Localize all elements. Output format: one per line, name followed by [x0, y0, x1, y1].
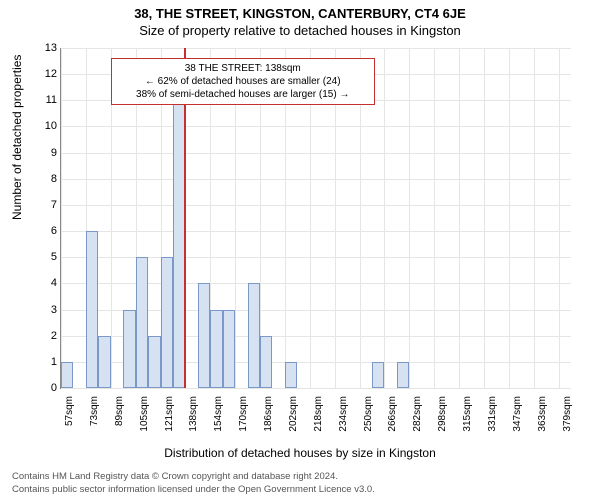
- y-axis-label: Number of detached properties: [10, 55, 24, 220]
- annotation-line: 38 THE STREET: 138sqm: [118, 62, 368, 75]
- histogram-bar: [260, 336, 272, 388]
- footer-attribution: Contains HM Land Registry data © Crown c…: [12, 471, 375, 496]
- histogram-bar: [86, 231, 98, 388]
- histogram-bar: [136, 257, 148, 388]
- x-tick-label: 154sqm: [213, 396, 224, 446]
- y-tick-label: 13: [31, 42, 57, 54]
- histogram-bar: [223, 310, 235, 388]
- y-tick-label: 11: [31, 94, 57, 106]
- gridline-v: [409, 48, 410, 388]
- gridline-v: [559, 48, 560, 388]
- plot-region: 01234567891011121357sqm73sqm89sqm105sqm1…: [60, 48, 571, 389]
- footer-line2: Contains public sector information licen…: [12, 484, 375, 496]
- gridline-v: [61, 48, 62, 388]
- gridline-h: [61, 153, 571, 154]
- y-tick-label: 3: [31, 304, 57, 316]
- x-tick-label: 186sqm: [263, 396, 274, 446]
- x-tick-label: 57sqm: [64, 396, 75, 446]
- annotation-box: 38 THE STREET: 138sqm← 62% of detached h…: [111, 58, 375, 105]
- histogram-bar: [161, 257, 173, 388]
- gridline-h: [61, 205, 571, 206]
- x-tick-label: 379sqm: [562, 396, 573, 446]
- annotation-line: ← 62% of detached houses are smaller (24…: [118, 75, 368, 88]
- chart-subtitle: Size of property relative to detached ho…: [0, 21, 600, 38]
- x-tick-label: 105sqm: [139, 396, 150, 446]
- footer-line1: Contains HM Land Registry data © Crown c…: [12, 471, 375, 483]
- histogram-bar: [198, 283, 210, 388]
- gridline-v: [534, 48, 535, 388]
- y-tick-label: 1: [31, 356, 57, 368]
- histogram-bar: [210, 310, 222, 388]
- y-tick-label: 0: [31, 382, 57, 394]
- x-tick-label: 347sqm: [512, 396, 523, 446]
- histogram-bar: [397, 362, 409, 388]
- gridline-v: [459, 48, 460, 388]
- x-tick-label: 266sqm: [387, 396, 398, 446]
- y-tick-label: 6: [31, 225, 57, 237]
- y-tick-label: 10: [31, 120, 57, 132]
- histogram-bar: [372, 362, 384, 388]
- gridline-h: [61, 126, 571, 127]
- histogram-bar: [98, 336, 110, 388]
- y-tick-label: 4: [31, 277, 57, 289]
- y-tick-label: 2: [31, 330, 57, 342]
- x-tick-label: 89sqm: [114, 396, 125, 446]
- x-tick-label: 138sqm: [188, 396, 199, 446]
- y-tick-label: 9: [31, 147, 57, 159]
- histogram-bar: [123, 310, 135, 388]
- gridline-h: [61, 388, 571, 389]
- gridline-v: [484, 48, 485, 388]
- x-tick-label: 363sqm: [537, 396, 548, 446]
- gridline-h: [61, 179, 571, 180]
- y-tick-label: 12: [31, 68, 57, 80]
- gridline-v: [434, 48, 435, 388]
- histogram-bar: [285, 362, 297, 388]
- histogram-bar: [61, 362, 73, 388]
- x-tick-label: 73sqm: [89, 396, 100, 446]
- gridline-v: [384, 48, 385, 388]
- histogram-bar: [248, 283, 260, 388]
- x-tick-label: 282sqm: [412, 396, 423, 446]
- y-tick-label: 5: [31, 251, 57, 263]
- x-axis-label: Distribution of detached houses by size …: [0, 446, 600, 460]
- x-tick-label: 170sqm: [238, 396, 249, 446]
- gridline-v: [509, 48, 510, 388]
- x-tick-label: 202sqm: [288, 396, 299, 446]
- gridline-h: [61, 231, 571, 232]
- x-tick-label: 234sqm: [338, 396, 349, 446]
- x-tick-label: 250sqm: [363, 396, 374, 446]
- y-tick-label: 7: [31, 199, 57, 211]
- x-tick-label: 315sqm: [462, 396, 473, 446]
- histogram-bar: [148, 336, 160, 388]
- x-tick-label: 121sqm: [164, 396, 175, 446]
- x-tick-label: 298sqm: [437, 396, 448, 446]
- x-tick-label: 218sqm: [313, 396, 324, 446]
- x-tick-label: 331sqm: [487, 396, 498, 446]
- chart-container: 38, THE STREET, KINGSTON, CANTERBURY, CT…: [0, 0, 600, 500]
- y-tick-label: 8: [31, 173, 57, 185]
- annotation-line: 38% of semi-detached houses are larger (…: [118, 88, 368, 101]
- page-title: 38, THE STREET, KINGSTON, CANTERBURY, CT…: [0, 0, 600, 21]
- gridline-h: [61, 48, 571, 49]
- chart-area: 01234567891011121357sqm73sqm89sqm105sqm1…: [60, 48, 570, 418]
